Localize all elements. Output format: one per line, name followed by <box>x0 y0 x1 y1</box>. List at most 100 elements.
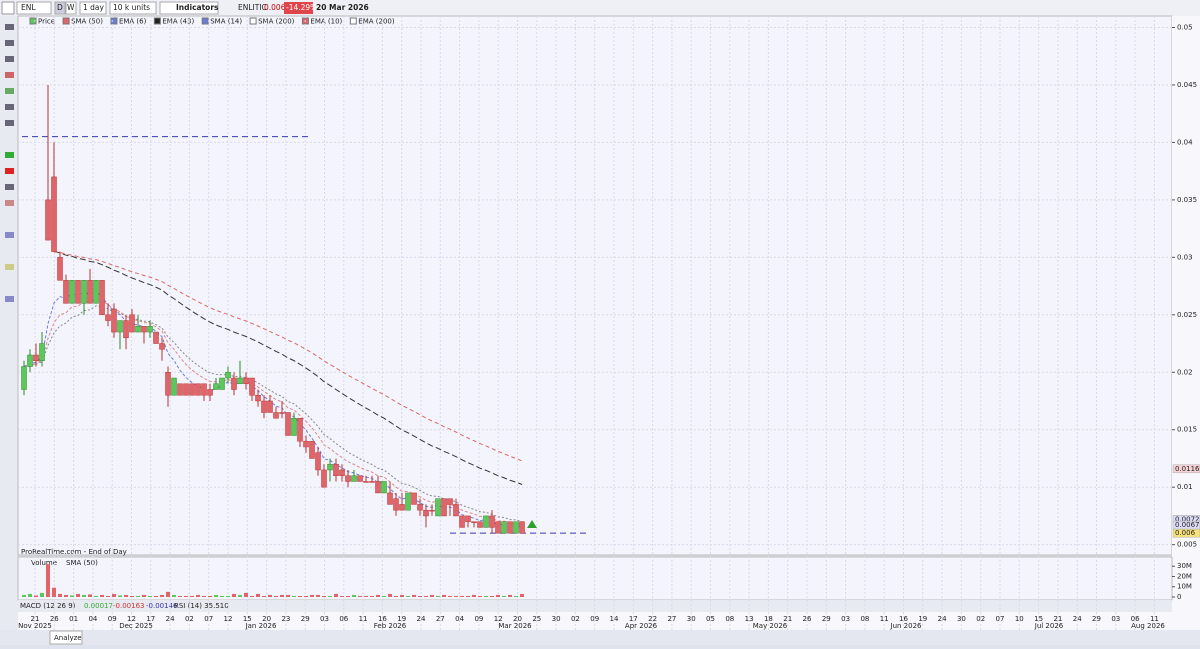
x-tick-label: 19 <box>397 615 406 623</box>
volume-bar <box>64 594 68 597</box>
x-tick-label: 07 <box>996 615 1005 623</box>
candle-body <box>489 515 495 528</box>
volume-bar <box>112 593 116 597</box>
tool[interactable] <box>5 24 14 30</box>
candle-body <box>375 481 381 494</box>
indicators-button[interactable] <box>159 1 219 15</box>
volume-bar <box>118 595 122 597</box>
tool[interactable] <box>5 200 14 206</box>
rsi-label: RSI (14) 35.510 <box>174 602 229 610</box>
symbol-box[interactable] <box>16 1 52 15</box>
tool[interactable] <box>5 296 14 302</box>
x-tick-label: 24 <box>938 615 947 623</box>
volume-bar <box>160 594 164 597</box>
legend-label: SMA (50) <box>71 18 103 26</box>
candle-body <box>153 331 159 344</box>
candle-body <box>441 498 447 517</box>
volume-bar <box>190 595 194 597</box>
x-tick-label: 11 <box>880 615 889 623</box>
volume-bar <box>376 594 380 597</box>
candle-body <box>351 475 357 482</box>
volume-bar <box>496 594 500 597</box>
candle-body <box>327 463 333 471</box>
candle-body <box>333 463 339 476</box>
legend-swatch <box>62 17 70 25</box>
volume-tick-label: 0 <box>1177 593 1181 601</box>
volume-bar <box>40 592 44 597</box>
candle-body <box>507 521 513 534</box>
symbol-icon[interactable] <box>1 1 15 15</box>
tool[interactable] <box>5 88 14 94</box>
month-label: May 2026 <box>753 622 788 630</box>
volume-bar <box>520 593 524 597</box>
analyze-button[interactable] <box>49 630 83 645</box>
x-tick-label: 12 <box>494 615 503 623</box>
price-marker-label: 0.006 <box>1175 529 1196 537</box>
volume-bar <box>442 594 446 597</box>
tool[interactable] <box>5 56 14 62</box>
tool[interactable] <box>5 152 14 158</box>
candle-body <box>345 475 351 482</box>
period-select[interactable] <box>79 1 107 15</box>
volume-legend: Volume <box>31 559 57 567</box>
macd-signal: -0.00163 <box>113 602 144 610</box>
candle-body <box>477 521 483 528</box>
x-tick-label: 26 <box>50 615 59 623</box>
tool[interactable] <box>5 120 14 126</box>
month-label: Jun 2026 <box>890 622 923 630</box>
volume-legend: SMA (50) <box>66 559 98 567</box>
candle-body <box>459 515 465 528</box>
candle-body <box>69 280 75 304</box>
x-tick-label: 07 <box>204 615 213 623</box>
x-tick-label: 17 <box>146 615 155 623</box>
x-tick-label: 22 <box>648 615 657 623</box>
volume-bar <box>208 595 212 597</box>
volume-bar <box>220 595 224 597</box>
candle-body <box>237 377 243 385</box>
tool[interactable] <box>5 264 14 270</box>
tool[interactable] <box>5 72 14 78</box>
tool[interactable] <box>5 104 14 110</box>
x-tick-label: 23 <box>281 615 290 623</box>
macd-bar <box>18 600 1172 612</box>
candle-body <box>111 308 117 333</box>
daily-button[interactable] <box>54 1 66 15</box>
x-tick-label: 08 <box>860 615 869 623</box>
candle-body <box>39 343 45 362</box>
volume-bar <box>268 594 272 597</box>
tool[interactable] <box>5 184 14 190</box>
legend-label: SMA (200) <box>258 18 295 26</box>
candle-body <box>255 395 261 402</box>
volume-bar <box>262 595 266 597</box>
legend-label: EMA (43) <box>162 18 194 26</box>
month-label: Jan 2026 <box>245 622 277 630</box>
tool[interactable] <box>5 232 14 238</box>
last-bar-arrow <box>527 520 537 528</box>
x-tick-label: 02 <box>976 615 985 623</box>
volume-bar <box>280 594 284 597</box>
tool[interactable] <box>5 168 14 174</box>
units-select[interactable] <box>109 1 157 15</box>
tool[interactable] <box>5 40 14 46</box>
candle-body <box>27 354 33 367</box>
volume-tick-label: 10M <box>1177 583 1192 591</box>
weekly-button[interactable] <box>65 1 77 15</box>
candle-body <box>105 314 111 321</box>
candle-body <box>219 377 225 390</box>
candle-body <box>471 521 477 523</box>
volume-bar <box>100 594 104 597</box>
x-tick-label: 21 <box>1053 615 1062 623</box>
y-tick-label: 0.02 <box>1177 368 1193 376</box>
x-tick-label: 20 <box>262 615 271 623</box>
volume-bar <box>148 595 152 597</box>
candle-body <box>279 412 285 414</box>
candle-body <box>165 372 171 396</box>
y-tick-label: 0.025 <box>1177 311 1197 319</box>
volume-bar <box>406 595 410 597</box>
candle-body <box>99 280 105 316</box>
candle-body <box>135 326 141 333</box>
x-tick-label: 29 <box>1092 615 1101 623</box>
legend-label: Price <box>38 18 55 26</box>
candle-body <box>465 515 471 522</box>
